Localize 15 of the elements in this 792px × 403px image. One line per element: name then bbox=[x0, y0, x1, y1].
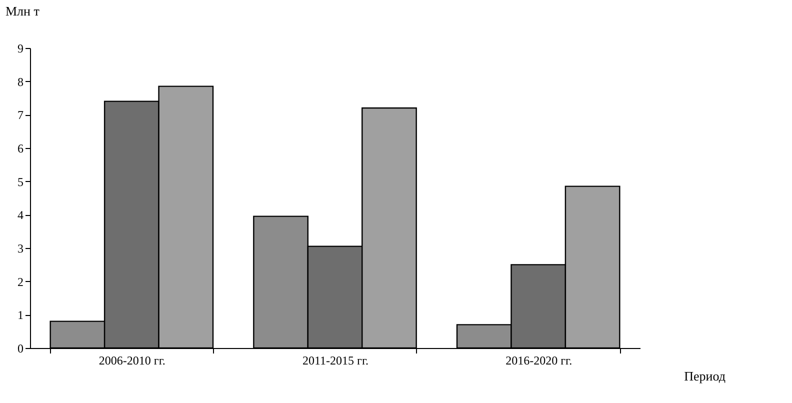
y-axis-title: Млн т bbox=[6, 4, 40, 18]
y-tick-label: 9 bbox=[18, 42, 24, 56]
y-tick-label: 1 bbox=[18, 308, 24, 322]
y-tick-label: 0 bbox=[18, 342, 24, 356]
y-tick-label: 8 bbox=[18, 74, 24, 89]
y-tick-label: 5 bbox=[18, 174, 24, 189]
y-tick-label: 4 bbox=[18, 208, 24, 222]
x-tick-label: 2016-2020 гг. bbox=[506, 354, 572, 368]
y-tick-label: 7 bbox=[18, 108, 24, 122]
x-tick-label: 2006-2010 гг. bbox=[98, 354, 166, 368]
x-tick-label: 2011-2015 гг. bbox=[302, 354, 369, 368]
y-tick-label: 6 bbox=[18, 142, 24, 156]
y-tick-label: 3 bbox=[18, 242, 24, 256]
x-axis-title: Период bbox=[684, 368, 726, 384]
y-tick-label: 2 bbox=[18, 274, 24, 289]
